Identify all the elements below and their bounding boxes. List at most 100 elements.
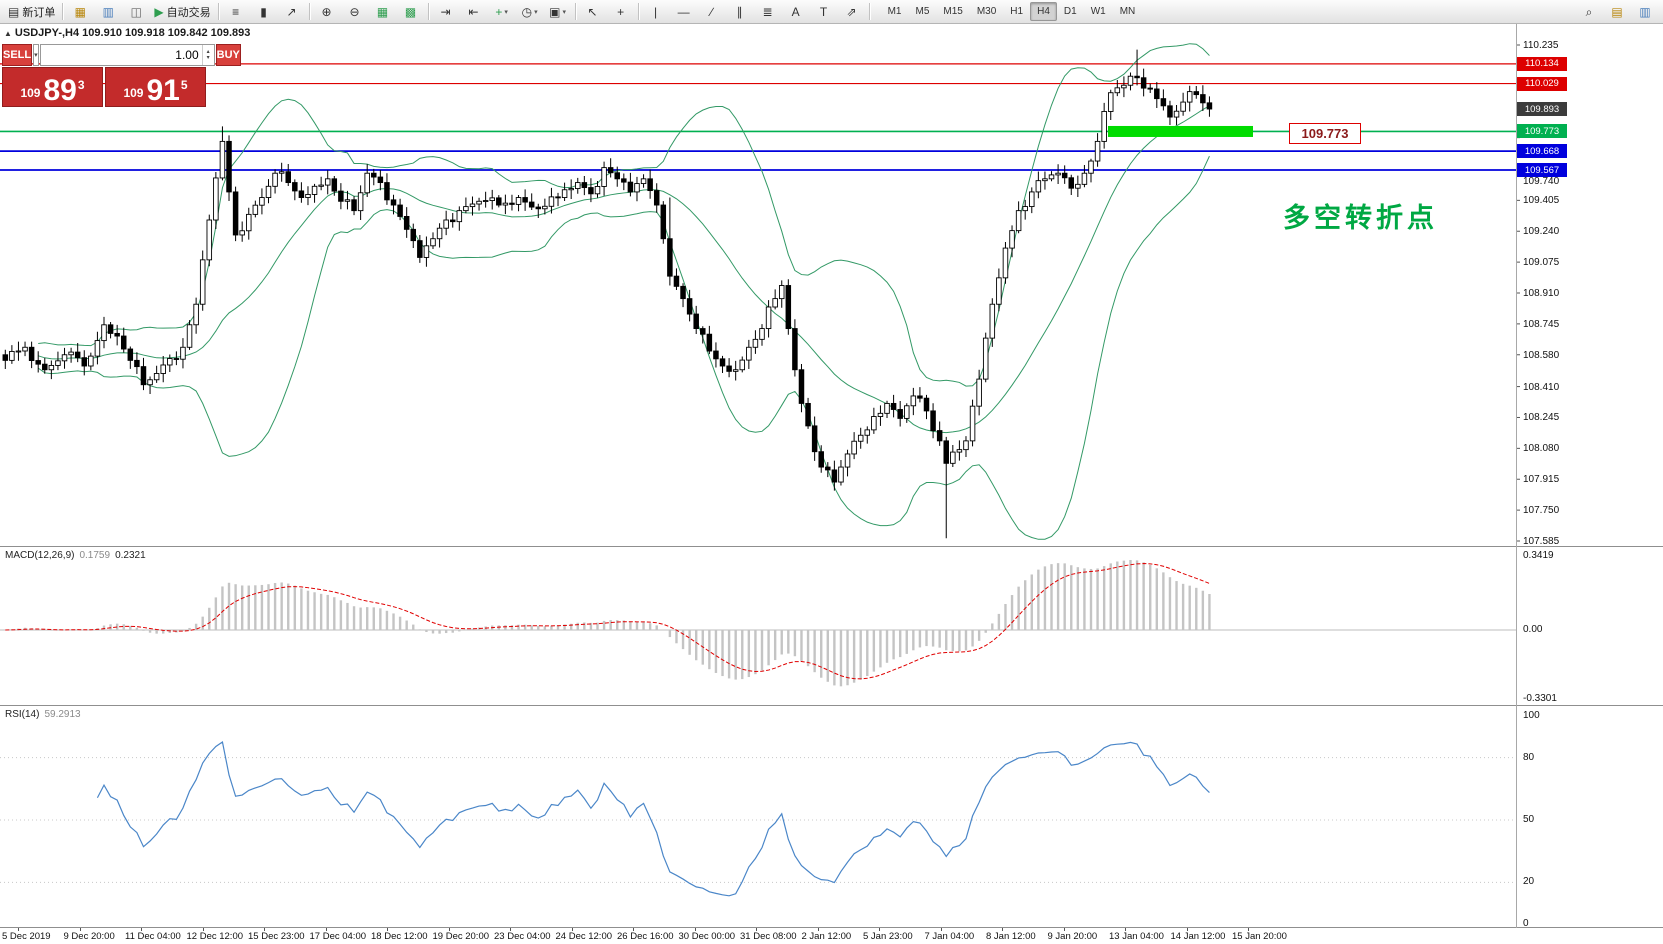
time-axis-label: 2 Jan 12:00 [801,931,852,942]
price-axis-tick: 109.075 [1523,257,1560,269]
zoom-out-icon: ⊖ [349,4,360,19]
time-axis-tick [79,928,81,931]
tile-windows-icon: ▦ [376,4,389,19]
new-order-icon: ▤ [8,4,20,19]
indicators-button[interactable]: + ▾ [489,2,515,22]
price-axis-tick: 107.915 [1523,474,1560,486]
panel-divider[interactable] [0,705,1663,706]
price-axis-tick: 109.240 [1523,226,1560,238]
timeframe-button-m15[interactable]: M15 [943,6,963,17]
timeframe-button-mn[interactable]: MN [1119,6,1136,17]
indicators-icon: + [495,4,503,19]
channel-icon: ∥ [736,4,743,19]
news-icon[interactable]: ▤ [1604,2,1630,22]
timeframe-button-d1[interactable]: D1 [1063,6,1077,17]
arrows-button[interactable]: ⇗ [839,2,865,22]
tile-windows-button[interactable]: ▦ [370,2,396,22]
time-axis-label: 5 Jan 23:00 [863,931,913,942]
chart-annotation-text: 多空转折点 [1283,203,1438,233]
timeframe-button-w1[interactable]: W1 [1090,6,1106,17]
chart-shift-button[interactable]: ⇥ [433,2,459,22]
sell-button[interactable]: SELL [2,44,33,66]
toolbar-separator [868,3,870,20]
volume-stepper[interactable]: ▴ ▾ [201,45,214,65]
time-axis-tick [1002,928,1003,931]
rsi-indicator-canvas[interactable] [0,706,1663,928]
time-axis-tick [448,928,450,931]
search-icon[interactable]: ⌕ [1576,2,1602,22]
timeframe-button-m1[interactable]: M1 [887,6,902,17]
new-order-button[interactable]: ▤ 新订单 [5,2,58,22]
time-axis-label: 9 Jan 20:00 [1047,931,1098,942]
cascade-windows-button[interactable]: ▩ [398,2,424,22]
macd-indicator-canvas[interactable] [0,547,1663,706]
buy-button[interactable]: BUY [215,44,241,66]
time-axis-tick [202,928,204,931]
zoom-out-button[interactable]: ⊖ [342,2,368,22]
symbol-collapse-icon[interactable]: ▲ [4,29,12,38]
timeframe-button-m30[interactable]: M30 [976,6,997,17]
time-axis-tick [879,928,880,931]
auto-scroll-button[interactable]: ⇤ [461,2,487,22]
line-chart-button[interactable]: ↗ [279,2,305,22]
time-axis-label: 7 Jan 04:00 [924,931,975,942]
autotrading-button[interactable]: ▶ 自动交易 [151,2,213,22]
channel-button[interactable]: ∥ [727,2,753,22]
timeframe-button-m5[interactable]: M5 [915,6,930,17]
cursor-button[interactable]: ↖ [580,2,606,22]
macd-title-text: MACD(12,26,9) [5,550,75,561]
price-axis-badge: 110.134 [1517,56,1567,71]
ask-price-display[interactable]: 109 91 5 [105,67,206,107]
crosshair-icon: + [617,4,625,19]
panel-divider[interactable] [0,546,1663,547]
time-axis-tick [694,928,696,931]
price-level-label[interactable]: 109.773 [1289,123,1361,144]
trendline-button[interactable]: ∕ [699,2,725,22]
price-axis-badge: 109.567 [1517,163,1567,178]
news-icon-icon: ▤ [1611,4,1623,19]
arrows-icon: ⇗ [846,4,857,19]
text-button[interactable]: A [783,2,809,22]
trade-options-dropdown[interactable]: ▾ [33,44,39,66]
time-axis-label: 17 Dec 04:00 [309,931,367,942]
spin-up-icon[interactable]: ▴ [206,49,210,55]
time-axis-tick [1063,928,1065,931]
periods-button[interactable]: ◷ ▾ [517,2,543,22]
rsi-axis-label: 0 [1523,918,1529,929]
toolbar-separator [574,3,576,20]
price-axis-tick: 108.080 [1523,443,1560,455]
time-axis-tick [264,928,265,931]
main-chart-canvas[interactable] [0,24,1663,547]
bars-chart-button[interactable]: ≡ [223,2,249,22]
rsi-panel-title: RSI(14) 59.2913 [5,709,81,720]
timeframe-button-h1[interactable]: H1 [1010,6,1024,17]
fibonacci-button[interactable]: ≣ [755,2,781,22]
data-window-icon[interactable]: ▥ [95,2,121,22]
navigator-icon-icon: ◫ [130,4,143,19]
templates-button[interactable]: ▣ ▾ [545,2,571,22]
time-axis-label: 15 Jan 20:00 [1232,931,1287,942]
horizontal-line-button[interactable]: — [671,2,697,22]
timeframe-button-h4[interactable]: H4 [1030,2,1057,21]
bid-big-digits: 89 [43,74,77,107]
spin-down-icon[interactable]: ▾ [206,55,210,61]
rsi-axis-label: 50 [1523,814,1535,825]
bid-pip-digit: 3 [77,78,85,92]
time-axis-tick [1125,928,1126,931]
volume-input[interactable] [40,45,202,65]
rsi-axis-label: 80 [1523,751,1535,763]
chat-icon[interactable]: ▥ [1632,2,1658,22]
bid-price-display[interactable]: 109 89 3 [2,67,103,107]
time-axis-tick [940,928,942,931]
data-window-icon-icon: ▥ [102,4,115,19]
market-watch-icon[interactable]: ▦ [67,2,93,22]
vertical-line-button[interactable]: | [643,2,669,22]
crosshair-button[interactable]: + [608,2,634,22]
toolbar-separator [62,3,64,20]
navigator-icon[interactable]: ◫ [123,2,149,22]
label-button[interactable]: T [811,2,837,22]
time-axis-label: 23 Dec 04:00 [494,931,551,942]
zoom-in-button[interactable]: ⊕ [314,2,340,22]
candlestick-chart-button[interactable]: ▮ [251,2,277,22]
text-icon: A [791,4,800,19]
